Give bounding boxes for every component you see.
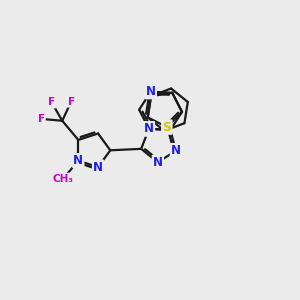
Text: N: N: [93, 160, 103, 174]
Text: F: F: [48, 98, 55, 107]
Text: N: N: [153, 156, 163, 169]
Text: N: N: [73, 154, 83, 167]
Text: S: S: [162, 121, 171, 134]
Text: N: N: [146, 85, 156, 98]
Text: N: N: [144, 122, 154, 135]
Text: F: F: [38, 114, 45, 124]
Text: CH₃: CH₃: [53, 174, 74, 184]
Text: F: F: [68, 97, 75, 106]
Text: N: N: [171, 144, 181, 157]
Text: N: N: [144, 122, 154, 135]
